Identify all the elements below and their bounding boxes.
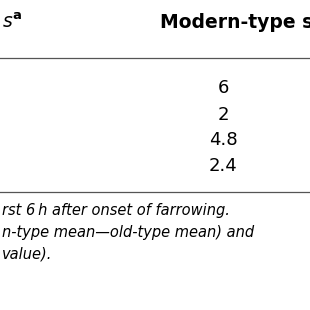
Text: rst 6 h after onset of farrowing.: rst 6 h after onset of farrowing. xyxy=(2,202,230,218)
Text: $s^{\mathbf{a}}$: $s^{\mathbf{a}}$ xyxy=(2,12,23,32)
Text: 6: 6 xyxy=(218,79,229,97)
Text: Modern-type sow: Modern-type sow xyxy=(160,12,310,32)
Text: 2: 2 xyxy=(217,106,229,124)
Text: 2.4: 2.4 xyxy=(209,157,237,175)
Text: 4.8: 4.8 xyxy=(209,131,237,149)
Text: n-type mean—old-type mean) and: n-type mean—old-type mean) and xyxy=(2,224,254,240)
Text: value).: value). xyxy=(2,246,52,262)
